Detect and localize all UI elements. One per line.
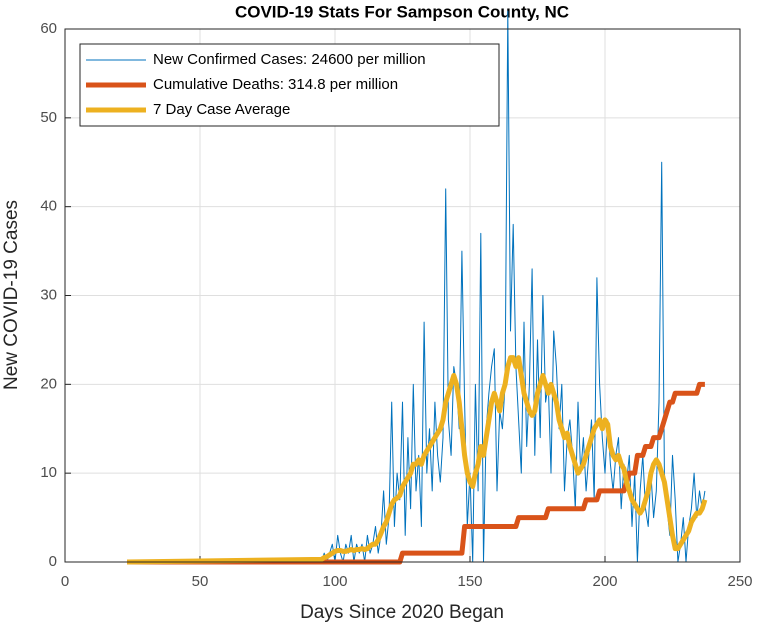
y-tick-label: 30 (40, 286, 57, 303)
x-tick-label: 250 (727, 573, 752, 590)
y-tick-label: 60 (40, 20, 57, 37)
series-line (127, 10, 706, 563)
legend-label: New Confirmed Cases: 24600 per million (153, 51, 426, 68)
y-tick-label: 10 (40, 464, 57, 481)
x-tick-label: 150 (457, 573, 482, 590)
x-tick-label: 100 (322, 573, 347, 590)
legend-label: 7 Day Case Average (153, 101, 290, 118)
x-axis-label: Days Since 2020 Began (300, 602, 504, 623)
y-tick-label: 50 (40, 109, 57, 126)
x-tick-label: 50 (192, 573, 209, 590)
plot-frame (64, 28, 741, 563)
y-tick-label: 40 (40, 198, 57, 215)
chart-title: COVID-19 Stats For Sampson County, NC (235, 2, 569, 21)
x-tick-label: 0 (61, 573, 69, 590)
legend-box (79, 43, 500, 127)
legend-label: Cumulative Deaths: 314.8 per million (153, 76, 398, 93)
y-axis-label: New COVID-19 Cases (1, 200, 22, 390)
y-tick-label: 20 (40, 375, 57, 392)
series-line (127, 355, 708, 565)
x-tick-label: 200 (592, 573, 617, 590)
y-tick-label: 0 (49, 553, 57, 570)
